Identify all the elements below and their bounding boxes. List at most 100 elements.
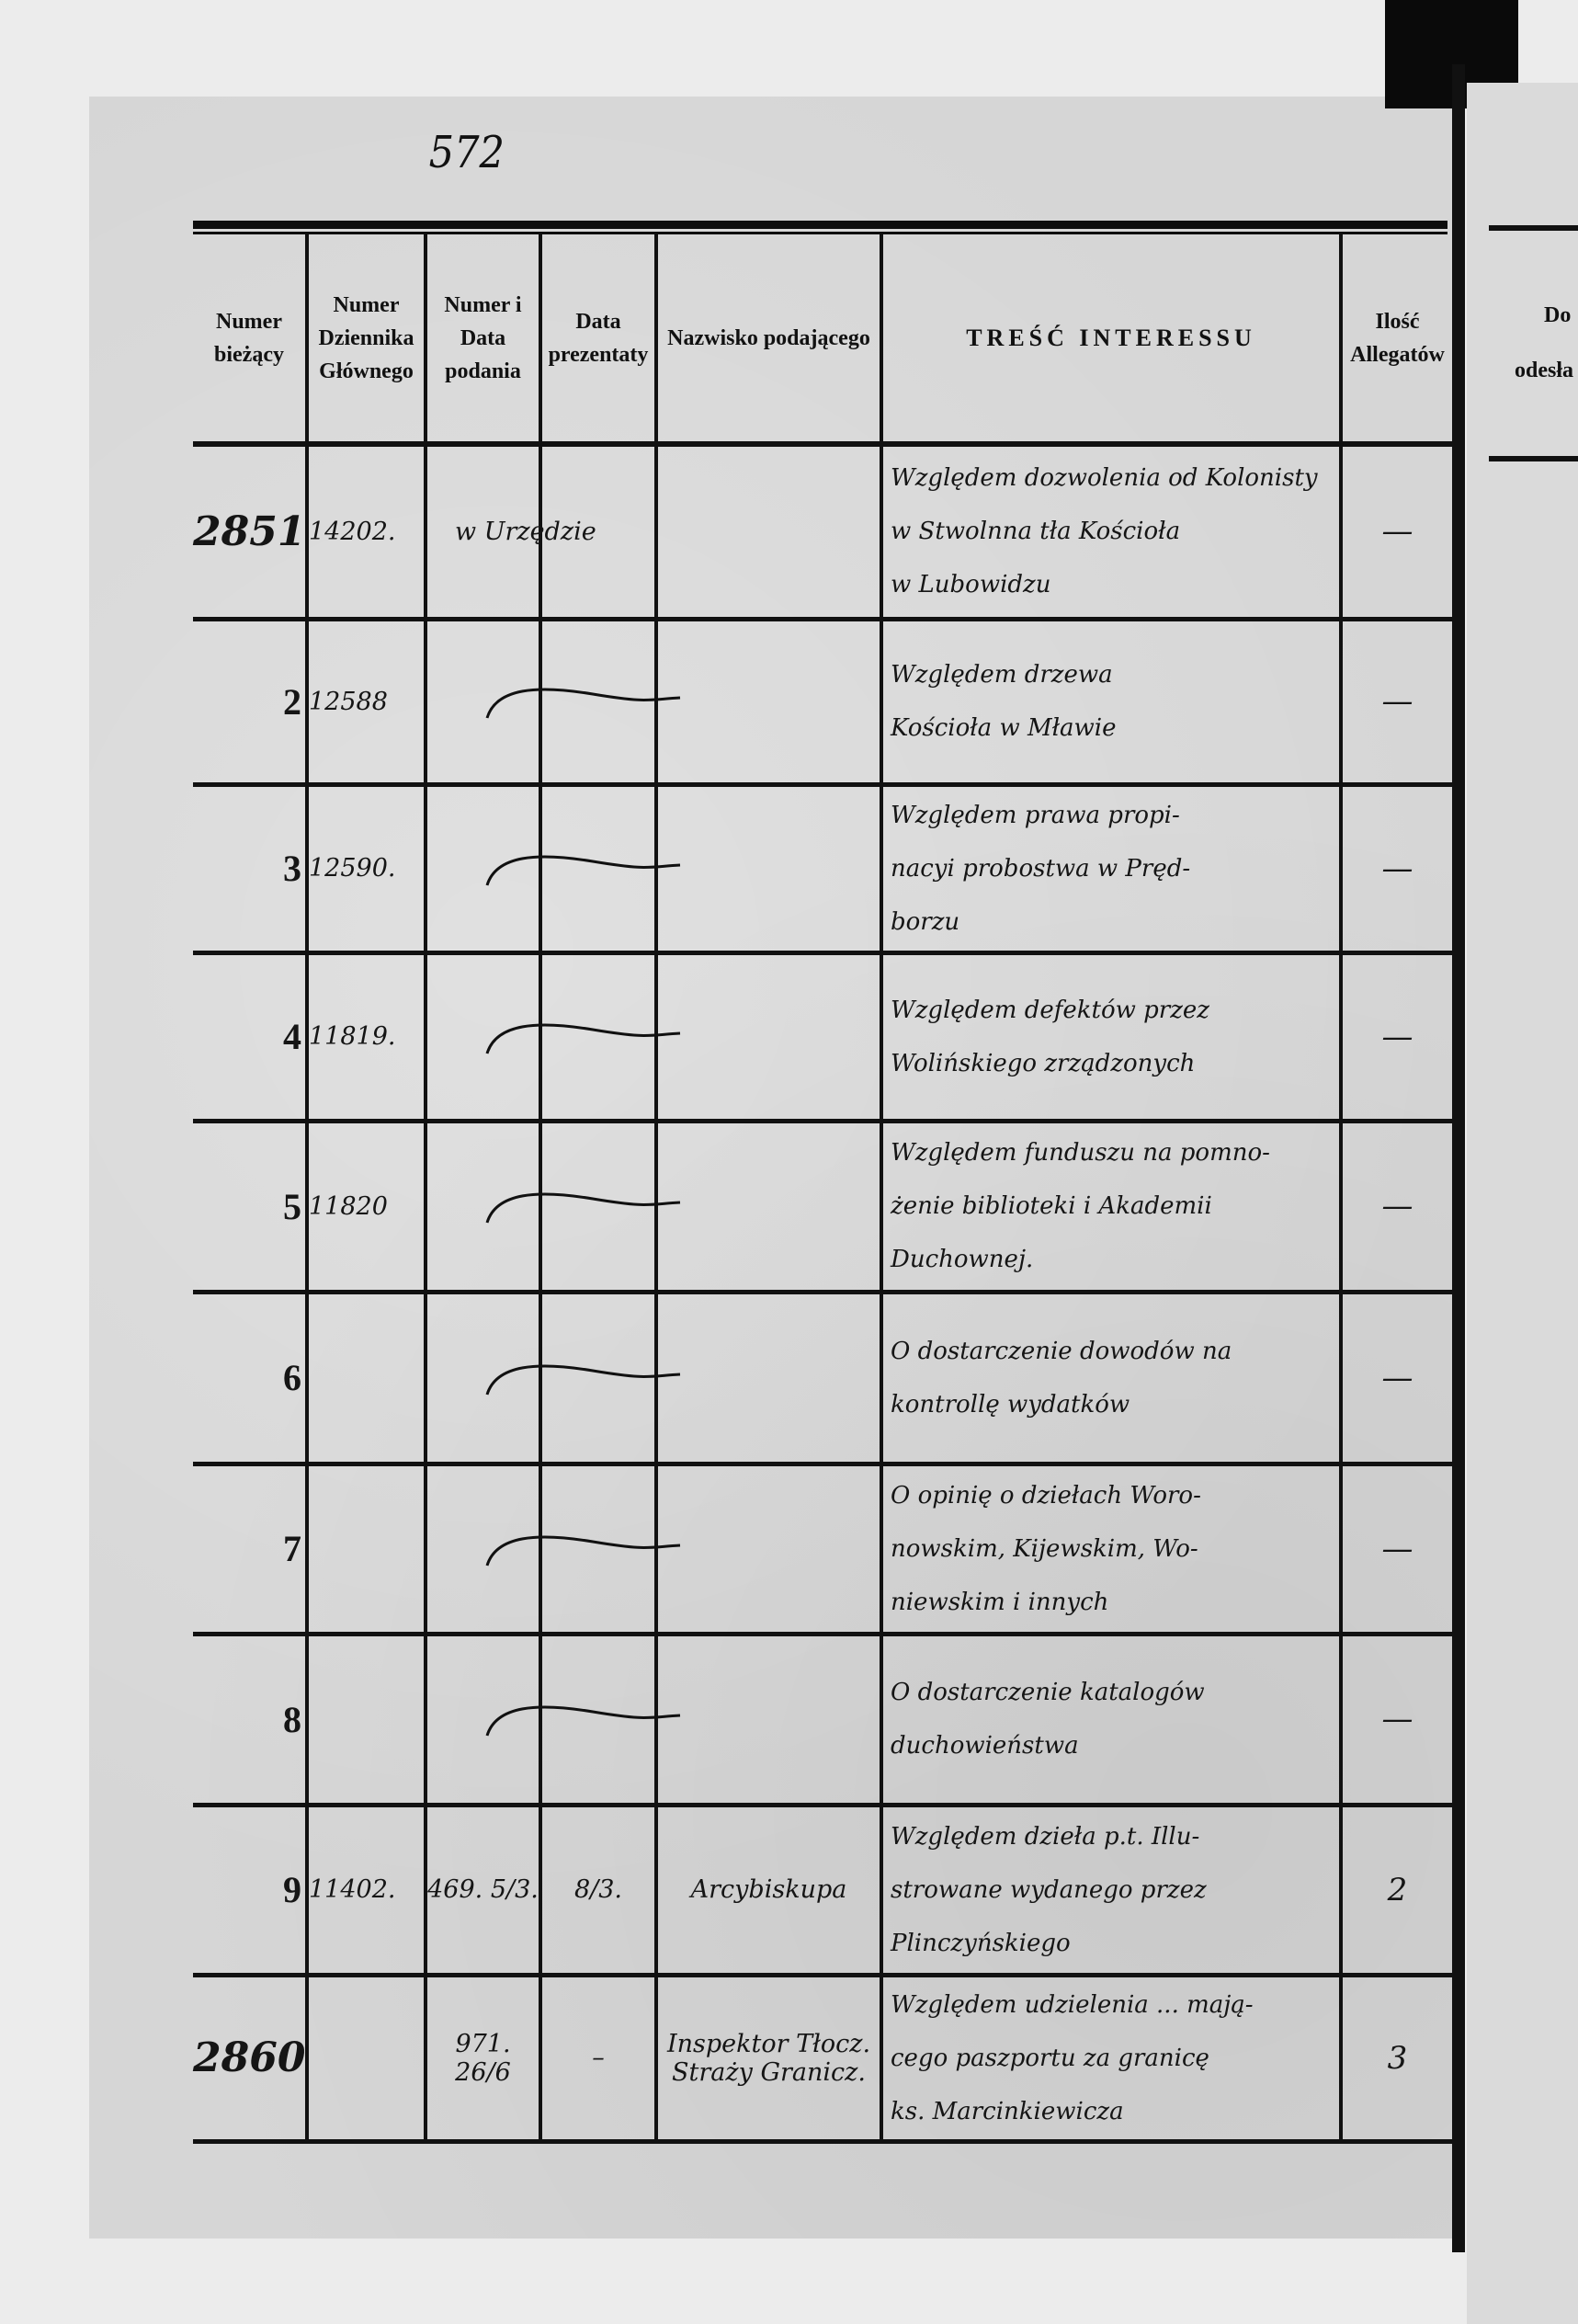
cell-dziennik [305, 1975, 426, 2144]
tresc-line: O dostarczenie dowodów na [891, 1337, 1232, 1365]
page-number: 572 [428, 127, 505, 178]
tresc-line: Plinczyńskiego [891, 1929, 1071, 1957]
cell-nazwisko [654, 1292, 881, 1466]
cell-tresc: Względem dzieła p.t. Illu-strowane wydan… [880, 1805, 1341, 1977]
cell-prezentaty: – [539, 1975, 656, 2144]
top-rule [193, 221, 1447, 229]
cell-prezentaty [539, 1292, 656, 1466]
cell-numer-data [424, 1121, 681, 1294]
tresc-line: w Lubowidzu [891, 571, 1051, 599]
table-row: 2851 14202. w Urzędzie Względem dozwolenia … [193, 444, 1452, 621]
cell-dziennik: 12588 [305, 619, 426, 787]
header-nazwisko: Nazwisko podającego [654, 234, 881, 447]
cell-ilosc: 3 [1339, 1975, 1452, 2144]
table-row: 7 O opinię o dziełach Woro-nowskim, Kijew… [193, 1464, 1452, 1636]
cell-numer: 6 [193, 1292, 307, 1466]
tresc-line: Względem dozwolenia od Kolonisty [891, 464, 1318, 493]
facing-page-rule [1489, 225, 1578, 231]
header-data-prezentaty: Data prezentaty [539, 234, 656, 447]
facing-header-do: Do [1544, 303, 1572, 327]
tresc-line: Względem udzielenia ... mają- [891, 1990, 1254, 2019]
cell-ilosc: 2 [1339, 1805, 1452, 1977]
cell-ilosc: — [1339, 1292, 1452, 1466]
cell-numer-data: w Urzędzie [424, 444, 596, 621]
table-row: 6 O dostarczenie dowodów na kontrollę wyda… [193, 1292, 1452, 1466]
cell-prezentaty [539, 1464, 656, 1636]
cell-dziennik: 11820 [305, 1121, 426, 1294]
cell-tresc: Względem prawa propi-nacyi probostwa w P… [880, 784, 1341, 955]
cell-ilosc: — [1339, 1464, 1452, 1636]
cell-prezentaty [539, 952, 656, 1123]
tresc-line: niewskim i innych [891, 1588, 1109, 1616]
table-row: 8 O dostarczenie katalogów duchowieństwa — [193, 1634, 1452, 1807]
cell-numer-data: 469. 5/3. [424, 1805, 540, 1977]
cell-numer-data [424, 952, 681, 1123]
cell-ilosc: — [1339, 619, 1452, 787]
cell-numer: 4 [193, 952, 307, 1123]
cell-nazwisko [654, 1634, 881, 1807]
header-numer-biezacy: Numer bieżący [193, 234, 307, 447]
cell-prezentaty [539, 1634, 656, 1807]
tresc-line: Względem drzewa [891, 661, 1113, 689]
cell-nazwisko [654, 1121, 881, 1294]
cell-prezentaty [539, 1121, 656, 1294]
cell-dziennik [305, 1464, 426, 1636]
cell-prezentaty [539, 784, 656, 955]
cell-numer-data [424, 619, 681, 787]
cell-tresc: Względem drzewa Kościoła w Mławie [880, 619, 1341, 787]
cell-dziennik [305, 1292, 426, 1466]
cell-tresc: O dostarczenie katalogów duchowieństwa [880, 1634, 1341, 1807]
cell-ilosc: — [1339, 444, 1452, 621]
tresc-line: cego paszportu za granicę [891, 2044, 1209, 2072]
table-row: 9 11402. 469. 5/3. 8/3. Arcybiskupa Względem … [193, 1805, 1452, 1977]
cell-nazwisko [654, 784, 881, 955]
tresc-line: Względem dzieła p.t. Illu- [891, 1822, 1200, 1851]
tresc-line: Względem prawa propi- [891, 801, 1180, 829]
tresc-line: duchowieństwa [891, 1732, 1079, 1760]
cell-tresc: Względem dozwolenia od Kolonisty w Stwoln… [880, 444, 1341, 621]
cell-tresc: O dostarczenie dowodów na kontrollę wydat… [880, 1292, 1341, 1466]
tresc-line: kontrollę wydatków [891, 1390, 1130, 1418]
cell-tresc: O opinię o dziełach Woro-nowskim, Kijews… [880, 1464, 1341, 1636]
cell-numer-data [424, 784, 681, 955]
table-row: 2 12588 Względem drzewa Kościoła w Mławie — [193, 619, 1452, 787]
cell-numer: 7 [193, 1464, 307, 1636]
top-rule-thin [193, 232, 1447, 234]
table-row: 2860 971. 26/6– Inspektor Tłocz. Straży Gr… [193, 1975, 1452, 2144]
tresc-line: nacyi probostwa w Pręd- [891, 854, 1191, 883]
facing-page-rule [1489, 456, 1578, 461]
cell-numer: 3 [193, 784, 307, 955]
tresc-line: Kościoła w Mławie [891, 714, 1117, 742]
tresc-line: Względem funduszu na pomno- [891, 1139, 1270, 1167]
cell-ilosc: — [1339, 784, 1452, 955]
tresc-line: O opinię o dziełach Woro- [891, 1481, 1201, 1509]
cell-dziennik: 12590. [305, 784, 426, 955]
cell-numer: 2860 [193, 1975, 307, 2144]
cell-ilosc: — [1339, 1121, 1452, 1294]
tresc-line: Wolińskiego zrządzonych [891, 1049, 1196, 1077]
cell-numer: 2 [193, 619, 307, 787]
cell-prezentaty: 8/3. [539, 1805, 656, 1977]
cell-numer: 2851 [193, 444, 307, 621]
table-row: 3 12590. Względem prawa propi-nacyi probos… [193, 784, 1452, 955]
header-ilosc-allegatow: Ilość Allegatów [1339, 234, 1452, 447]
cell-numer: 5 [193, 1121, 307, 1294]
cell-nazwisko [654, 952, 881, 1123]
cell-tresc: Względem udzielenia ... mają-cego paszpo… [880, 1975, 1341, 2144]
tresc-line: Względem defektów przez [891, 996, 1209, 1024]
facing-header-odesla: odesła [1515, 359, 1574, 382]
cell-nazwisko: Arcybiskupa [654, 1805, 881, 1977]
cell-prezentaty [539, 444, 656, 621]
cell-ilosc: — [1339, 1634, 1452, 1807]
cell-nazwisko [654, 1464, 881, 1636]
cell-numer-data: 971. 26/6 [424, 1975, 540, 2144]
page-edge [1452, 64, 1465, 2252]
cell-nazwisko [654, 444, 881, 621]
tresc-line: borzu [891, 907, 960, 936]
cell-dziennik: 14202. [305, 444, 426, 621]
cell-numer: 9 [193, 1805, 307, 1977]
cell-numer-data [424, 1634, 681, 1807]
cell-dziennik [305, 1634, 426, 1807]
header-tresc-interessu: TREŚĆ INTERESSU [880, 234, 1341, 447]
table-row: 5 11820 Względem funduszu na pomno-żenie b… [193, 1121, 1452, 1294]
